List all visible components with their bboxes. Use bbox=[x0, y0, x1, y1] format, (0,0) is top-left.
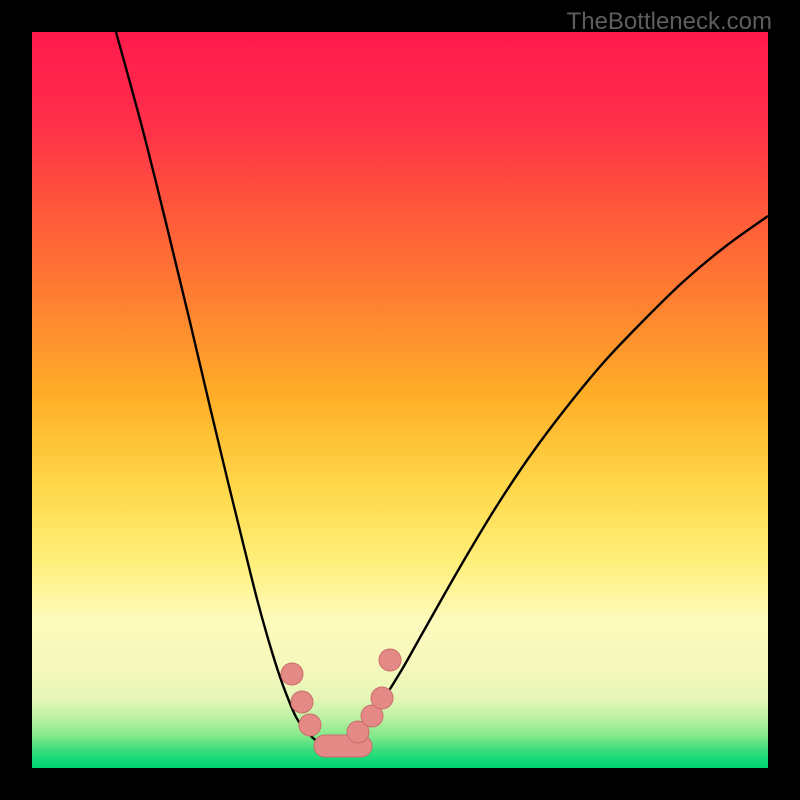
watermark-text: TheBottleneck.com bbox=[567, 8, 772, 36]
chart-svg bbox=[32, 32, 768, 768]
data-marker bbox=[299, 714, 321, 736]
plot-area bbox=[32, 32, 768, 768]
data-marker bbox=[371, 687, 393, 709]
data-marker bbox=[379, 649, 401, 671]
data-marker bbox=[281, 663, 303, 685]
bottleneck-curve bbox=[116, 32, 768, 744]
chart-root: TheBottleneck.com bbox=[0, 0, 800, 800]
data-marker bbox=[291, 691, 313, 713]
